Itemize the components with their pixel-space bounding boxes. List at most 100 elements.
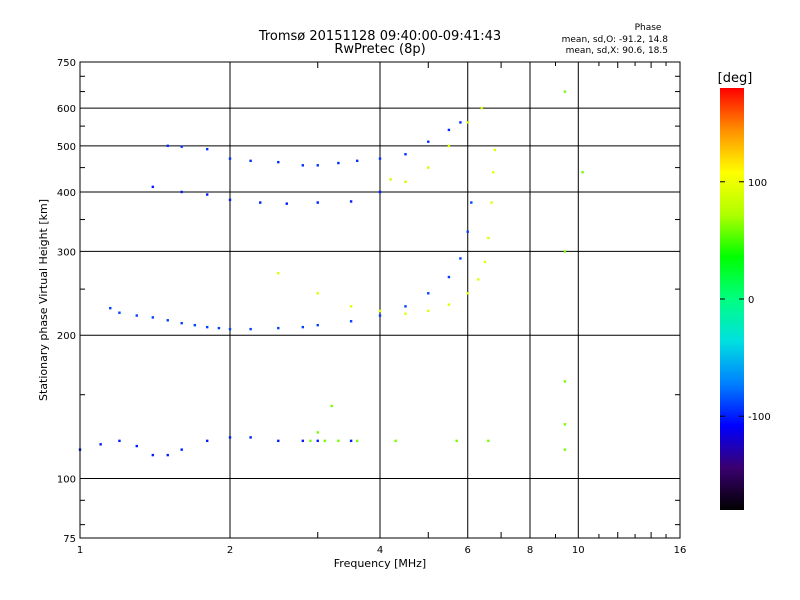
y-tick-label: 75 <box>63 534 76 545</box>
echo-point <box>427 309 430 313</box>
echo-point <box>394 439 397 443</box>
echo-point <box>477 278 480 281</box>
echo-point <box>249 159 252 163</box>
echo-point <box>151 453 155 457</box>
y-tick-label: 400 <box>57 188 76 199</box>
legend-line-o: mean, sd,O: -91.2, 14.8 <box>562 35 669 45</box>
echo-point <box>349 439 353 443</box>
y-tick-label: 200 <box>57 331 76 342</box>
echo-point <box>378 309 382 313</box>
echo-point <box>180 321 183 325</box>
echo-point <box>487 439 490 443</box>
echo-point <box>466 292 469 295</box>
echo-point <box>459 257 462 260</box>
echo-point <box>447 275 451 279</box>
echo-point <box>228 436 232 439</box>
echo-point <box>323 439 327 443</box>
y-tick-label: 600 <box>57 104 76 115</box>
echo-point <box>301 439 305 443</box>
x-tick-label: 10 <box>572 545 585 556</box>
echo-point <box>217 326 221 330</box>
colorbar-tick-label: -100 <box>748 412 771 423</box>
echo-point <box>355 159 359 163</box>
echo-point <box>166 453 169 457</box>
chart-title: Tromsø 20151128 09:40:00-09:41:43 <box>258 29 501 44</box>
colorbar-tick-label: 0 <box>748 295 754 306</box>
echo-point <box>404 180 407 184</box>
echo-point <box>389 178 392 181</box>
echo-point <box>459 121 462 124</box>
x-tick-label: 8 <box>527 545 533 556</box>
echo-point <box>166 144 169 148</box>
echo-point <box>378 190 382 194</box>
echo-point <box>205 193 209 196</box>
echo-point <box>563 448 567 451</box>
echo-point <box>309 439 312 443</box>
echo-point <box>118 439 121 443</box>
echo-point <box>166 319 169 322</box>
y-tick-label: 750 <box>57 58 76 69</box>
echo-point <box>316 431 319 434</box>
echo-point <box>109 306 112 310</box>
phase-legend: Phase mean, sd,O: -91.2, 14.8 mean, sd,X… <box>562 23 669 56</box>
x-tick-label: 4 <box>377 545 383 556</box>
x-tick-labels: 1 2 4 6 8 10 16 <box>77 545 687 556</box>
echo-point <box>316 323 319 327</box>
legend-line-x: mean, sd,X: 90.6, 18.5 <box>566 46 668 56</box>
y-tick-label: 300 <box>57 247 76 258</box>
x-tick-label: 2 <box>227 545 233 556</box>
echo-point <box>249 327 252 331</box>
echo-point <box>355 439 359 443</box>
echo-point <box>581 171 584 174</box>
colorbar-ticks: 100 0 -100 <box>720 178 771 423</box>
y-tick-label: 100 <box>57 475 76 486</box>
echo-point <box>277 272 280 275</box>
x-tick-label: 16 <box>674 545 687 556</box>
echo-point <box>563 423 567 426</box>
plot-frame <box>79 61 681 539</box>
echo-point <box>99 443 102 446</box>
echo-point <box>228 198 232 202</box>
echo-point <box>228 157 232 160</box>
echo-point <box>470 201 473 204</box>
echo-point <box>277 160 280 164</box>
echo-point <box>316 201 319 204</box>
echo-point <box>193 323 197 327</box>
echo-point <box>447 144 451 148</box>
y-axis-label: Stationary phase Virtual Height [km] <box>37 199 50 401</box>
echo-point <box>492 171 495 174</box>
echo-point <box>404 305 407 308</box>
echo-point <box>330 404 333 408</box>
echo-point <box>205 325 209 329</box>
echo-point <box>135 314 138 317</box>
y-tick-labels: 75 100 200 300 400 500 600 750 <box>57 58 76 545</box>
echo-point <box>427 292 430 295</box>
echo-point <box>228 327 232 331</box>
echo-point <box>563 250 567 253</box>
echo-point <box>455 439 458 443</box>
echo-point <box>301 325 305 329</box>
x-tick-label: 6 <box>465 545 471 556</box>
echo-point <box>483 260 487 264</box>
grid-lines <box>80 62 680 538</box>
echo-point <box>277 439 280 443</box>
echo-point <box>337 439 340 443</box>
colorbar-label: [deg] <box>718 71 753 86</box>
echo-point <box>285 202 288 205</box>
echo-point <box>337 161 340 165</box>
axis-ticks <box>79 62 681 538</box>
echo-point <box>466 121 469 124</box>
legend-title: Phase <box>635 23 662 33</box>
echo-point <box>316 439 319 443</box>
echo-point <box>301 164 305 167</box>
echo-point <box>205 439 209 443</box>
echo-point <box>427 140 430 143</box>
echo-point <box>378 157 382 160</box>
echo-point <box>404 312 407 315</box>
echo-point <box>447 303 451 306</box>
echo-point <box>259 201 262 204</box>
echo-point <box>135 444 138 448</box>
echo-point <box>404 153 407 156</box>
echo-point <box>180 190 183 194</box>
colorbar-tick-label: 100 <box>748 178 767 189</box>
